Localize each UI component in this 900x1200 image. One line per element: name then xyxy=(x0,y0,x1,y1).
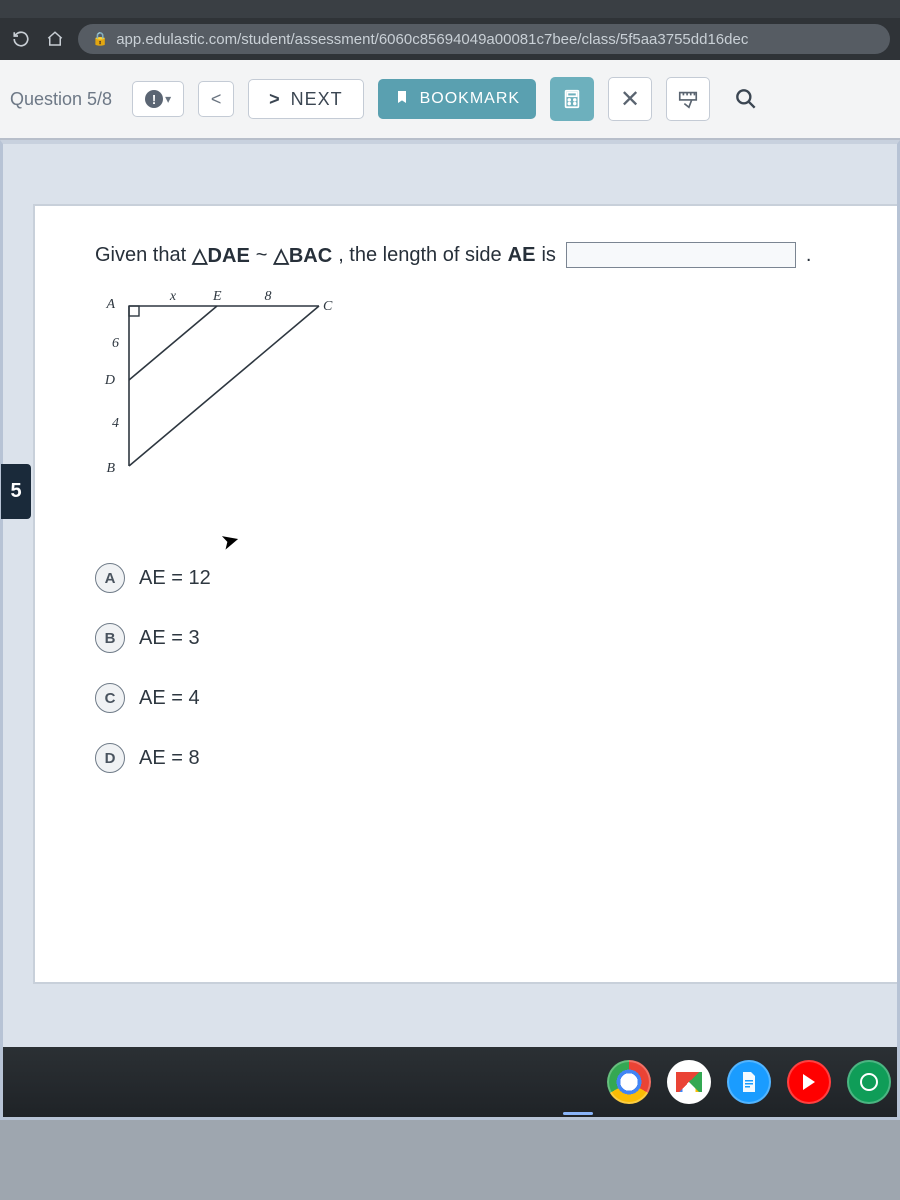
browser-address-row: 🔒 app.edulastic.com/student/assessment/6… xyxy=(0,18,900,60)
next-button[interactable]: > NEXT xyxy=(248,79,364,119)
app-icon[interactable] xyxy=(847,1060,891,1104)
choice-text: AE = 12 xyxy=(139,567,211,590)
shelf-indicator xyxy=(563,1112,593,1115)
home-icon[interactable] xyxy=(44,28,66,50)
choice-letter: C xyxy=(95,683,125,713)
svg-text:B: B xyxy=(106,461,115,476)
search-button[interactable] xyxy=(724,77,768,121)
choice-d[interactable]: D AE = 8 xyxy=(95,743,867,773)
calculator-button[interactable] xyxy=(550,77,594,121)
svg-text:E: E xyxy=(212,289,222,304)
question-number-tab[interactable]: 5 xyxy=(1,464,31,519)
answer-input[interactable] xyxy=(566,242,796,268)
bookmark-label: BOOKMARK xyxy=(420,90,520,108)
assessment-toolbar: Question 5/8 ! ▾ < > NEXT BOOKMARK ✕ xyxy=(0,60,900,140)
choice-letter: B xyxy=(95,623,125,653)
bookmark-button[interactable]: BOOKMARK xyxy=(378,79,536,119)
svg-text:D: D xyxy=(104,373,115,388)
svg-text:A: A xyxy=(105,297,115,312)
youtube-app-icon[interactable] xyxy=(787,1060,831,1104)
svg-text:x: x xyxy=(169,289,177,304)
close-tool-button[interactable]: ✕ xyxy=(608,77,652,121)
question-stem: Given that △DAE ~ △BAC , the length of s… xyxy=(95,242,867,268)
choice-b[interactable]: B AE = 3 xyxy=(95,623,867,653)
prev-button[interactable]: < xyxy=(198,81,234,117)
chrome-app-icon[interactable] xyxy=(607,1060,651,1104)
choice-text: AE = 4 xyxy=(139,687,200,710)
choice-a[interactable]: A AE = 12 xyxy=(95,563,867,593)
chevron-right-icon: > xyxy=(269,89,281,110)
answer-choices: A AE = 12 B AE = 3 C AE = 4 D AE = 8 xyxy=(95,563,867,773)
browser-tab-strip xyxy=(0,0,900,18)
chevron-down-icon: ▾ xyxy=(165,92,171,106)
question-panel: Given that △DAE ~ △BAC , the length of s… xyxy=(33,204,897,984)
content-area: 5 Given that △DAE ~ △BAC , the length of… xyxy=(0,140,900,1120)
svg-text:8: 8 xyxy=(265,289,272,304)
ruler-button[interactable] xyxy=(666,77,710,121)
chevron-left-icon: < xyxy=(211,89,222,110)
question-counter: Question 5/8 xyxy=(10,89,118,110)
address-bar[interactable]: 🔒 app.edulastic.com/student/assessment/6… xyxy=(78,24,890,54)
bookmark-icon xyxy=(394,88,410,111)
os-shelf xyxy=(3,1047,897,1117)
close-icon: ✕ xyxy=(620,85,640,114)
svg-text:C: C xyxy=(323,299,333,314)
gmail-app-icon[interactable] xyxy=(667,1060,711,1104)
docs-app-icon[interactable] xyxy=(727,1060,771,1104)
lock-icon: 🔒 xyxy=(92,31,108,47)
choice-c[interactable]: C AE = 4 xyxy=(95,683,867,713)
svg-text:6: 6 xyxy=(112,336,119,351)
choice-text: AE = 3 xyxy=(139,627,200,650)
choice-text: AE = 8 xyxy=(139,747,200,770)
choice-letter: A xyxy=(95,563,125,593)
choice-letter: D xyxy=(95,743,125,773)
triangle-diagram: A C B D Ex 8 6 4 xyxy=(99,288,867,483)
info-dropdown[interactable]: ! ▾ xyxy=(132,81,184,117)
reload-icon[interactable] xyxy=(10,28,32,50)
next-label: NEXT xyxy=(291,89,343,110)
svg-text:4: 4 xyxy=(112,416,119,431)
url-text: app.edulastic.com/student/assessment/606… xyxy=(116,31,748,48)
info-icon: ! xyxy=(145,90,163,108)
mouse-cursor: ➤ xyxy=(218,526,243,556)
